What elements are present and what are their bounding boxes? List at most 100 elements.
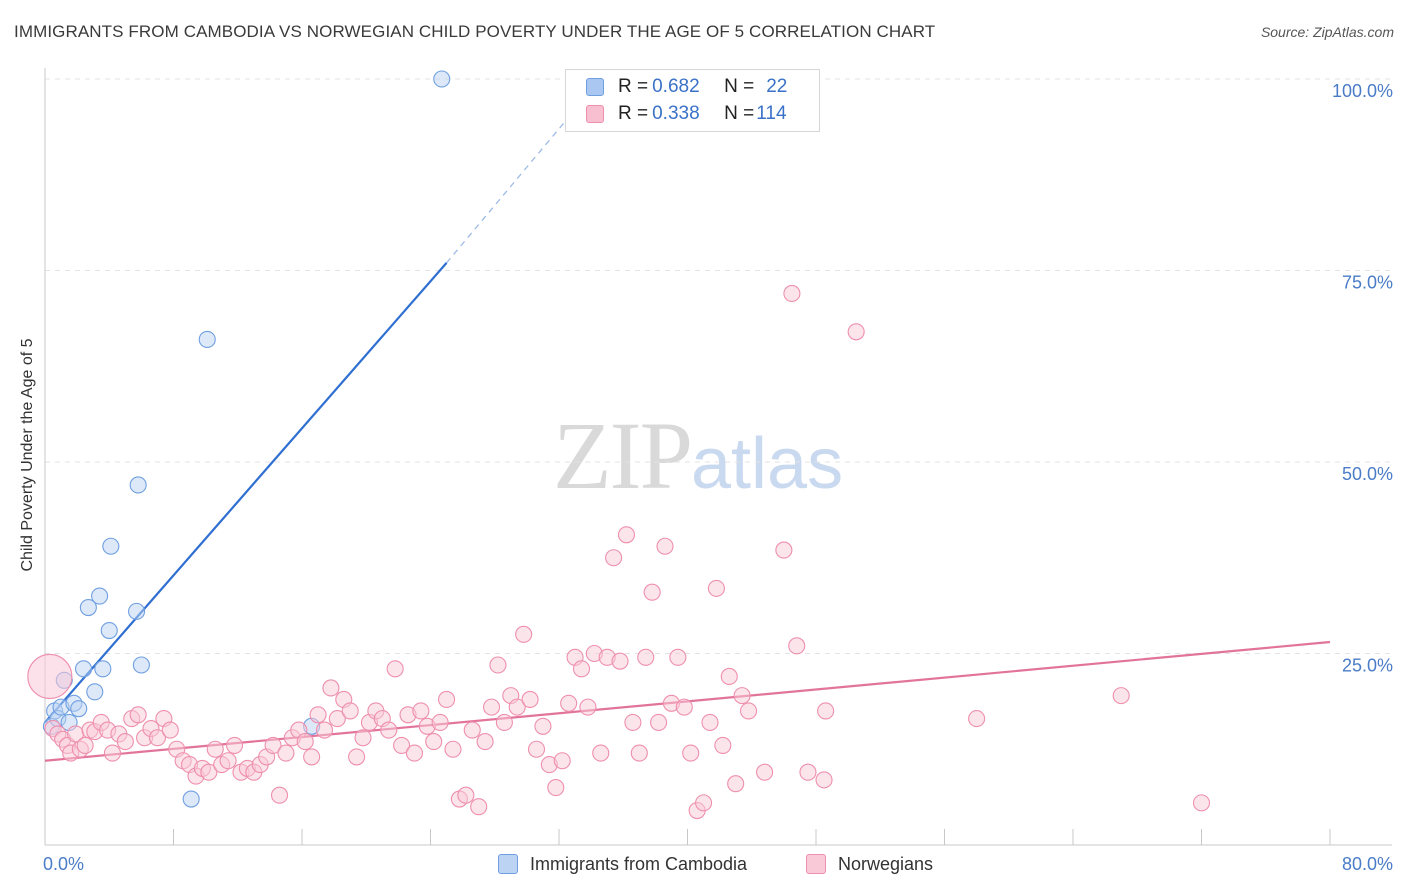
point-cambodia [86, 683, 104, 701]
point-norwegians [527, 740, 546, 758]
point-cambodia [129, 476, 147, 494]
legend-row-norwegians: R = 0.338 N = 114 [586, 103, 787, 125]
source-label: Source: ZipAtlas.com [1260, 24, 1394, 40]
point-norwegians [76, 736, 94, 754]
point-norwegians [611, 652, 629, 670]
point-norwegians [27, 653, 73, 700]
point-norwegians [444, 740, 462, 758]
point-norwegians [482, 698, 501, 716]
point-norwegians [643, 583, 661, 601]
point-norwegians [572, 660, 591, 678]
legend-swatch-norwegians [586, 105, 604, 123]
bottom-legend-norwegians: Norwegians [806, 852, 933, 876]
point-norwegians [386, 660, 404, 678]
point-norwegians [739, 702, 758, 720]
point-cambodia [70, 700, 88, 718]
point-norwegians [225, 736, 244, 754]
point-norwegians [425, 733, 443, 751]
point-norwegians [515, 625, 533, 643]
point-norwegians [695, 794, 713, 812]
point-norwegians [775, 541, 793, 559]
point-cambodia [94, 660, 112, 678]
correlation-legend: R = 0.682 N = 22 R = 0.338 N = 114 [565, 69, 820, 132]
point-norwegians [847, 323, 865, 341]
point-norwegians [200, 763, 218, 781]
point-norwegians [727, 775, 745, 793]
point-cambodia [79, 598, 97, 617]
point-norwegians [315, 721, 334, 739]
bottom-legend-cambodia: Immigrants from Cambodia [498, 852, 747, 876]
x-tick-label: 80.0% [1342, 854, 1393, 874]
legend-n-value: 114 [756, 103, 787, 124]
point-norwegians [405, 744, 423, 762]
point-norwegians [701, 713, 719, 731]
watermark-zip: ZIP [553, 402, 693, 509]
point-norwegians [129, 706, 147, 724]
y-tick-label: 100.0% [1332, 81, 1393, 101]
point-cambodia [102, 537, 120, 555]
point-norwegians [508, 698, 526, 716]
series-cambodia [42, 70, 451, 808]
point-norwegians [309, 706, 327, 724]
legend-n-label: N = [724, 76, 755, 97]
bottom-legend-label-norwegians: Norwegians [838, 853, 934, 874]
point-norwegians [637, 648, 655, 666]
point-norwegians [489, 656, 507, 674]
legend-n-value: 22 [766, 76, 788, 97]
point-norwegians [116, 733, 134, 751]
point-norwegians [756, 763, 774, 781]
point-norwegians [161, 721, 179, 739]
point-norwegians [103, 744, 122, 762]
point-norwegians [1112, 687, 1130, 705]
bottom-legend-swatch-norwegians [806, 854, 826, 874]
point-norwegians [457, 786, 475, 804]
point-norwegians [354, 729, 372, 747]
point-norwegians [682, 744, 700, 762]
point-norwegians [264, 736, 282, 754]
legend-row-cambodia: R = 0.682 N = 22 [586, 76, 787, 98]
point-cambodia [91, 587, 109, 605]
point-cambodia [433, 70, 451, 88]
point-norwegians [650, 713, 668, 731]
point-norwegians [547, 778, 565, 797]
trend-line-cambodia-extension [446, 109, 576, 264]
point-norwegians [470, 798, 488, 816]
point-norwegians [656, 537, 674, 555]
x-tick-label: 0.0% [43, 854, 84, 874]
point-norwegians [817, 702, 835, 720]
series-norwegians [27, 284, 1211, 820]
point-cambodia [132, 656, 150, 674]
point-norwegians [714, 736, 732, 754]
watermark-atlas: atlas [691, 424, 844, 504]
point-norwegians [815, 771, 833, 789]
axes [44, 68, 1392, 846]
point-norwegians [579, 698, 597, 716]
point-norwegians [1192, 794, 1211, 812]
trend-line-cambodia [44, 262, 448, 724]
y-tick-label: 50.0% [1342, 464, 1393, 484]
point-cambodia [182, 790, 200, 808]
point-norwegians [431, 713, 449, 731]
point-norwegians [328, 710, 346, 728]
bottom-legend-label-cambodia: Immigrants from Cambodia [530, 853, 748, 874]
point-norwegians [675, 698, 693, 716]
point-norwegians [412, 702, 430, 720]
legend-n-label: N = [724, 103, 755, 124]
point-norwegians [788, 637, 806, 655]
point-norwegians [624, 713, 642, 731]
point-norwegians [277, 744, 295, 762]
point-norwegians [630, 744, 648, 762]
point-cambodia [100, 621, 118, 640]
point-norwegians [720, 667, 738, 686]
point-cambodia [75, 660, 93, 678]
point-norwegians [476, 733, 494, 751]
point-norwegians [296, 733, 314, 751]
legend-r-label: R = [618, 76, 649, 97]
point-norwegians [617, 526, 636, 544]
gridlines [45, 78, 1392, 654]
point-norwegians [592, 744, 610, 762]
bottom-legend-swatch-cambodia [498, 854, 518, 874]
point-norwegians [148, 729, 166, 747]
point-norwegians [605, 549, 623, 567]
